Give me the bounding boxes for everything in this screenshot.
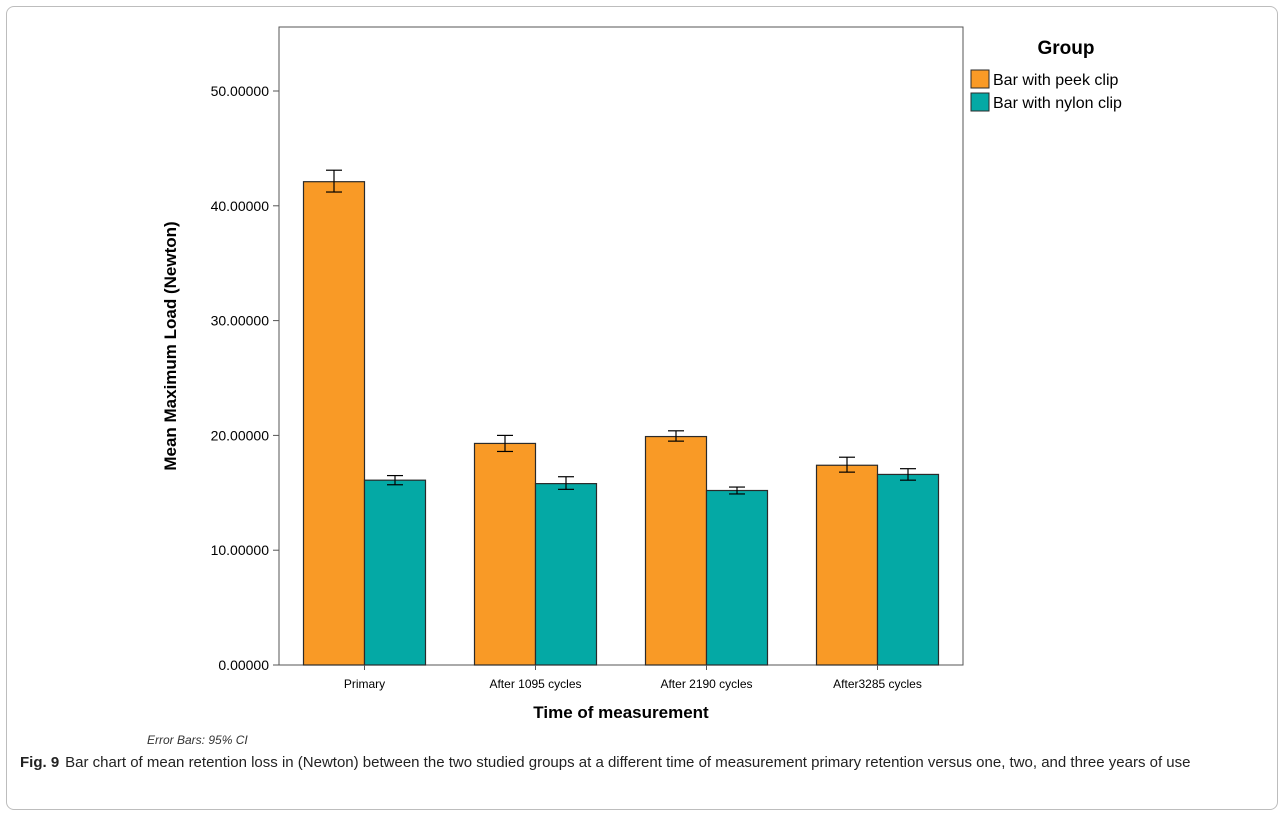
legend-swatch-peek [970,69,990,89]
figure-label: Fig. 9 [20,754,60,771]
y-tick-label: 0.00000 [218,657,269,673]
y-tick-label: 50.00000 [211,83,270,99]
y-axis: 0.00000 10.00000 20.00000 30.00000 40.00000 5… [211,83,279,673]
x-tick-label: After 1095 cycles [489,677,581,691]
bar-nylon [363,479,427,666]
x-axis: Primary After 1095 cycles After 2190 cycle… [344,665,922,691]
bars-group [302,169,940,666]
bar-nylon [534,483,598,666]
bar-peek [815,464,879,666]
x-tick-label: After 2190 cycles [660,677,752,691]
bar-peek [473,442,537,666]
plot-area-border [278,26,964,666]
x-axis-title: Time of measurement [533,703,709,722]
bar-nylon [876,473,940,666]
bar-peek [644,435,708,666]
x-tick-label: After3285 cycles [833,677,922,691]
legend-label-nylon: Bar with nylon clip [993,95,1122,112]
figure-caption: Fig. 9 Bar chart of mean retention loss i… [20,753,1240,773]
error-bar-note: Error Bars: 95% CI [147,733,248,747]
caption-text: Bar chart of mean retention loss in (New… [65,754,1191,771]
legend-swatch-nylon [970,92,990,112]
legend-title: Group [1038,38,1095,59]
y-axis-title: Mean Maximum Load (Newton) [161,221,180,470]
y-tick-label: 40.00000 [211,198,270,214]
y-tick-label: 10.00000 [211,542,270,558]
legend-label-peek: Bar with peek clip [993,72,1118,89]
legend: Bar with peek clip Bar with nylon clip [970,69,1122,112]
y-tick-label: 30.00000 [211,313,270,329]
bar-nylon [705,489,769,666]
figure-frame [6,6,1278,810]
x-tick-label: Primary [344,677,385,691]
y-tick-label: 20.00000 [211,427,270,443]
bar-peek [302,181,366,666]
